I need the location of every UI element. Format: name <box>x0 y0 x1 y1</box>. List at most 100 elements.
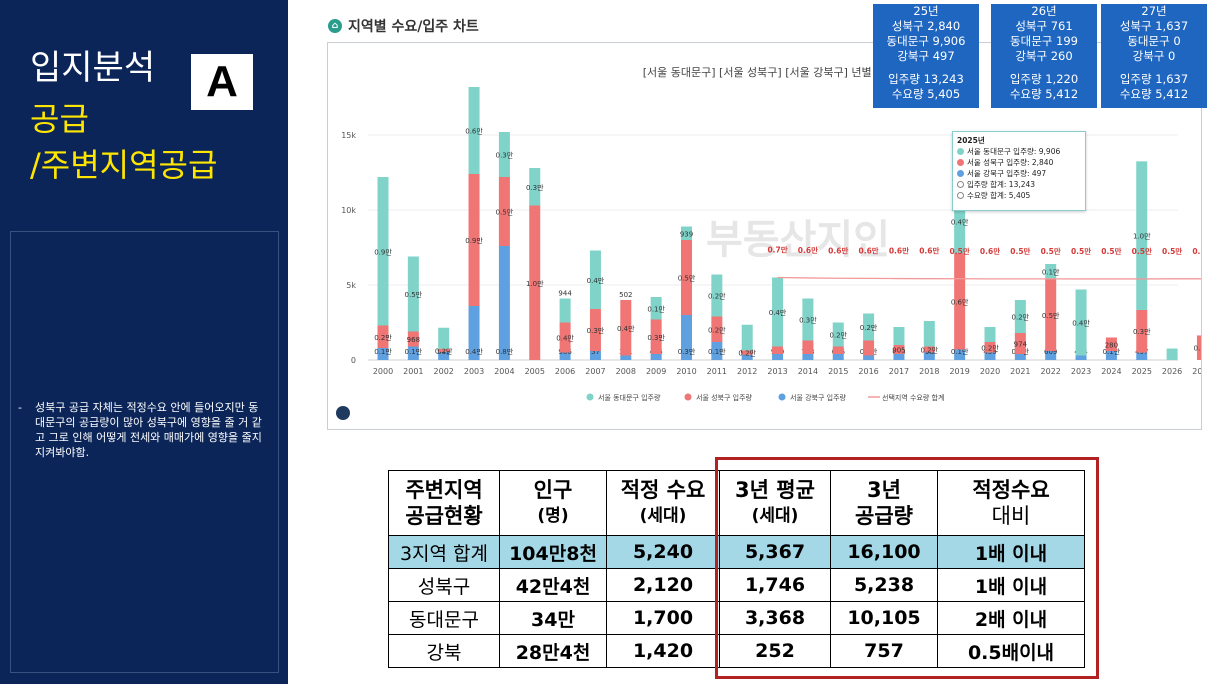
bar-value-label: 0.5만 <box>496 208 514 217</box>
bar-value-label: 1.0만 <box>1133 232 1151 241</box>
bar-value-label: 0.2만 <box>1012 313 1030 322</box>
bar-value-label: 0.3만 <box>647 333 665 342</box>
bar-segment <box>468 306 480 360</box>
bar-segment <box>1075 355 1087 360</box>
table-cell: 1배 이내 <box>937 535 1085 569</box>
bar-value-label: 0.4만 <box>769 308 787 317</box>
demand-label: 0.5만 <box>1071 246 1091 256</box>
ring-icon <box>957 192 964 199</box>
bar-value-label: 0.2만 <box>738 349 756 358</box>
bar-segment <box>1014 333 1026 354</box>
bar-value-label: 0.9만 <box>374 247 392 256</box>
bar-value-label: 57 <box>591 348 600 356</box>
bar-segment <box>772 277 784 347</box>
header-cell: 3년 공급량 <box>830 470 938 536</box>
table-header-row: 주변지역 공급현황 인구 (명) 적정 수요 (세대) 3년 평균 (세대) 3년 공급량… <box>388 470 1085 536</box>
x-tick-label: 2024 <box>1101 367 1121 376</box>
table-cell: 28만4천 <box>499 634 607 668</box>
year-box-line: 동대문구 199 <box>1010 34 1078 48</box>
demand-label: 0.5만 <box>1192 246 1201 256</box>
chart-header: ⌂ 지역별 수요/입주 차트 <box>328 16 479 36</box>
x-tick-label: 2014 <box>798 367 818 376</box>
tooltip-year: 2025년 <box>957 136 985 145</box>
bar-value-label: 0.4만 <box>617 324 635 333</box>
x-tick-label: 2027 <box>1192 367 1201 376</box>
demand-label: 0.6만 <box>859 245 879 255</box>
year-summary-box: 25년 성북구 2,840 동대문구 9,906 강북구 497 입주량 13,243 수… <box>873 4 979 108</box>
table-cell: 34만 <box>499 601 607 635</box>
year-box-line: 성북구 761 <box>1015 19 1073 33</box>
bar-segment <box>438 348 450 352</box>
bar-value-label: 0.1만 <box>647 304 665 313</box>
table-cell: 3지역 합계 <box>388 535 500 569</box>
bar-value-label: 0.2만 <box>374 333 392 342</box>
year-box-line: 동대문구 0 <box>1127 34 1181 48</box>
year-box-line: 입주량 1,220 <box>1009 72 1079 86</box>
section-badge: A <box>191 54 253 110</box>
chart-tooltip: 2025년 서울 동대문구 입주량: 9,906 서울 성북구 입주량: 2,8… <box>952 131 1086 211</box>
x-tick-label: 2012 <box>737 367 757 376</box>
x-tick-label: 2013 <box>767 367 787 376</box>
year-box-line: 수요량 5,405 <box>891 87 961 101</box>
demand-label: 0.5만 <box>950 246 970 256</box>
bar-segment <box>1014 300 1026 333</box>
tooltip-line5: 수요량 합계: 5,405 <box>967 191 1031 200</box>
y-tick-label: 0 <box>351 356 356 365</box>
legend-marker <box>586 393 594 401</box>
bar-segment <box>559 298 571 323</box>
bar-segment <box>589 351 601 360</box>
bar-value-label: 0.2만 <box>981 343 999 352</box>
x-tick-label: 2005 <box>525 367 545 376</box>
bar-segment <box>711 316 723 342</box>
analysis-note: - 성북구 공급 자체는 적정수요 안에 들어오지만 동대문구의 공급량이 많아… <box>18 400 268 460</box>
bar-value-label: 0.1만 <box>951 347 969 356</box>
highlight-box <box>715 457 1099 679</box>
table-cell: 1,420 <box>606 634 720 668</box>
demand-line <box>777 276 1201 280</box>
bar-value-label: 0.1만 <box>1103 347 1121 356</box>
x-tick-label: 2019 <box>949 367 969 376</box>
bar-value-label: 280 <box>1105 341 1118 349</box>
bar-value-label: 0.3만 <box>1133 327 1151 336</box>
bar-segment <box>741 324 753 351</box>
bar-segment <box>377 325 389 348</box>
bar-value-label: 939 <box>680 230 693 238</box>
bar-value-label: 0.3만 <box>587 326 605 335</box>
bar-segment <box>407 256 419 332</box>
bar-segment <box>468 174 480 306</box>
table-cell: 2배 이내 <box>937 601 1085 635</box>
table-cell: 16,100 <box>830 535 938 569</box>
year-box-line: 26년 <box>1031 4 1057 18</box>
bar-segment <box>1196 335 1201 360</box>
bar-segment <box>863 313 875 341</box>
demand-label: 0.7만 <box>767 245 787 255</box>
bar-segment <box>923 321 935 347</box>
year-box-line: 성북구 1,637 <box>1119 19 1189 33</box>
note-text: 성북구 공급 자체는 적정수요 안에 들어오지만 동대문구의 공급량이 많아 성… <box>35 401 262 459</box>
bar-value-label: 0.3만 <box>678 347 696 356</box>
bar-segment <box>802 354 814 360</box>
bar-value-label: 974 <box>1014 341 1028 349</box>
bar-segment <box>984 342 996 353</box>
bar-segment <box>1105 337 1117 351</box>
bar-segment <box>468 87 480 174</box>
bar-segment <box>741 354 753 360</box>
table-cell: 0.5배이내 <box>937 634 1085 668</box>
bar-segment <box>589 250 601 309</box>
home-icon[interactable]: ⌂ <box>328 19 342 33</box>
bar-segment <box>498 177 510 246</box>
bar-value-label: 0.2만 <box>860 323 878 332</box>
x-tick-label: 2015 <box>828 367 848 376</box>
x-tick-label: 2026 <box>1162 367 1182 376</box>
demand-label: 0.5만 <box>1010 246 1030 256</box>
table-row: 동대문구 34만 1,700 3,368 10,105 2배 이내 <box>388 601 1085 635</box>
bar-segment <box>954 189 966 254</box>
table-cell: 1,700 <box>606 601 720 635</box>
bar-value-label: 0.1만 <box>1042 268 1060 277</box>
table-cell: 성북구 <box>388 568 500 602</box>
chart-header-title: 지역별 수요/입주 차트 <box>348 19 479 35</box>
table-row: 3지역 합계 104만8천 5,240 5,367 16,100 1배 이내 <box>388 535 1085 569</box>
demand-label: 0.5만 <box>1132 246 1152 256</box>
bar-segment <box>1166 348 1178 360</box>
bar-total-label: 502 <box>619 291 632 299</box>
